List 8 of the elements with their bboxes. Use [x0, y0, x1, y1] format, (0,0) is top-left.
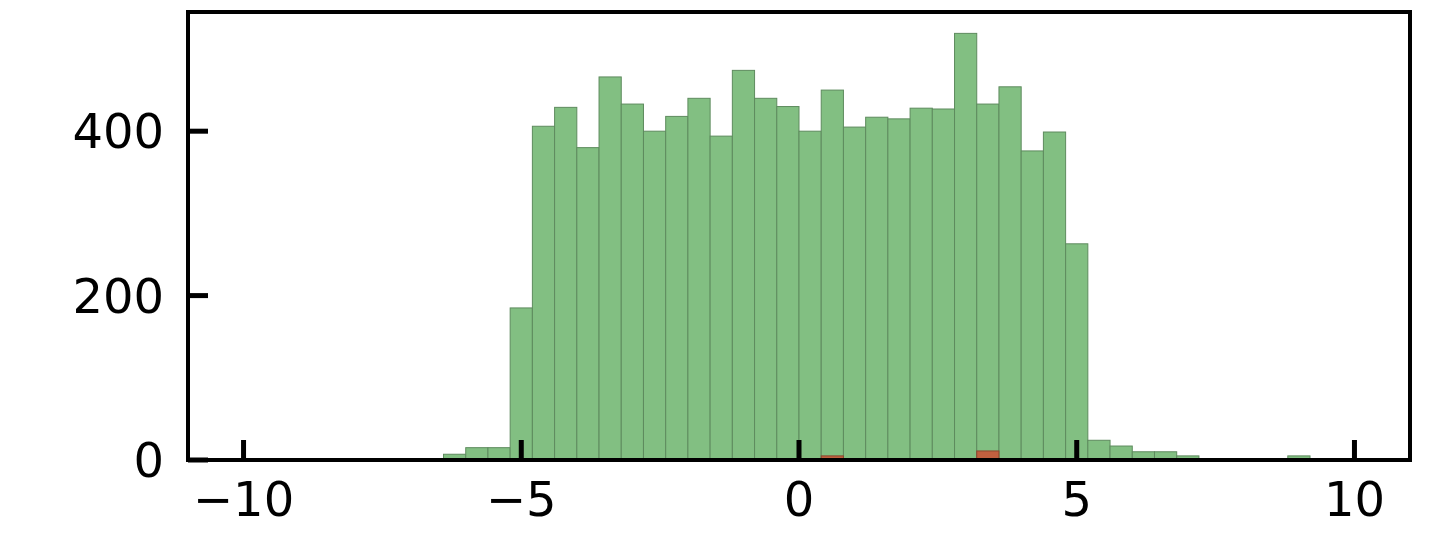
x-tick-label: 10 — [1323, 471, 1385, 527]
y-tick-label: 200 — [72, 267, 164, 324]
x-tick-label: 0 — [783, 471, 815, 527]
x-tick-label: −10 — [192, 471, 295, 527]
x-tick-label: −5 — [485, 471, 557, 527]
y-tick-label: 0 — [133, 432, 164, 489]
y-tick-label: 400 — [72, 103, 164, 160]
x-tick-label: 5 — [1061, 471, 1092, 527]
